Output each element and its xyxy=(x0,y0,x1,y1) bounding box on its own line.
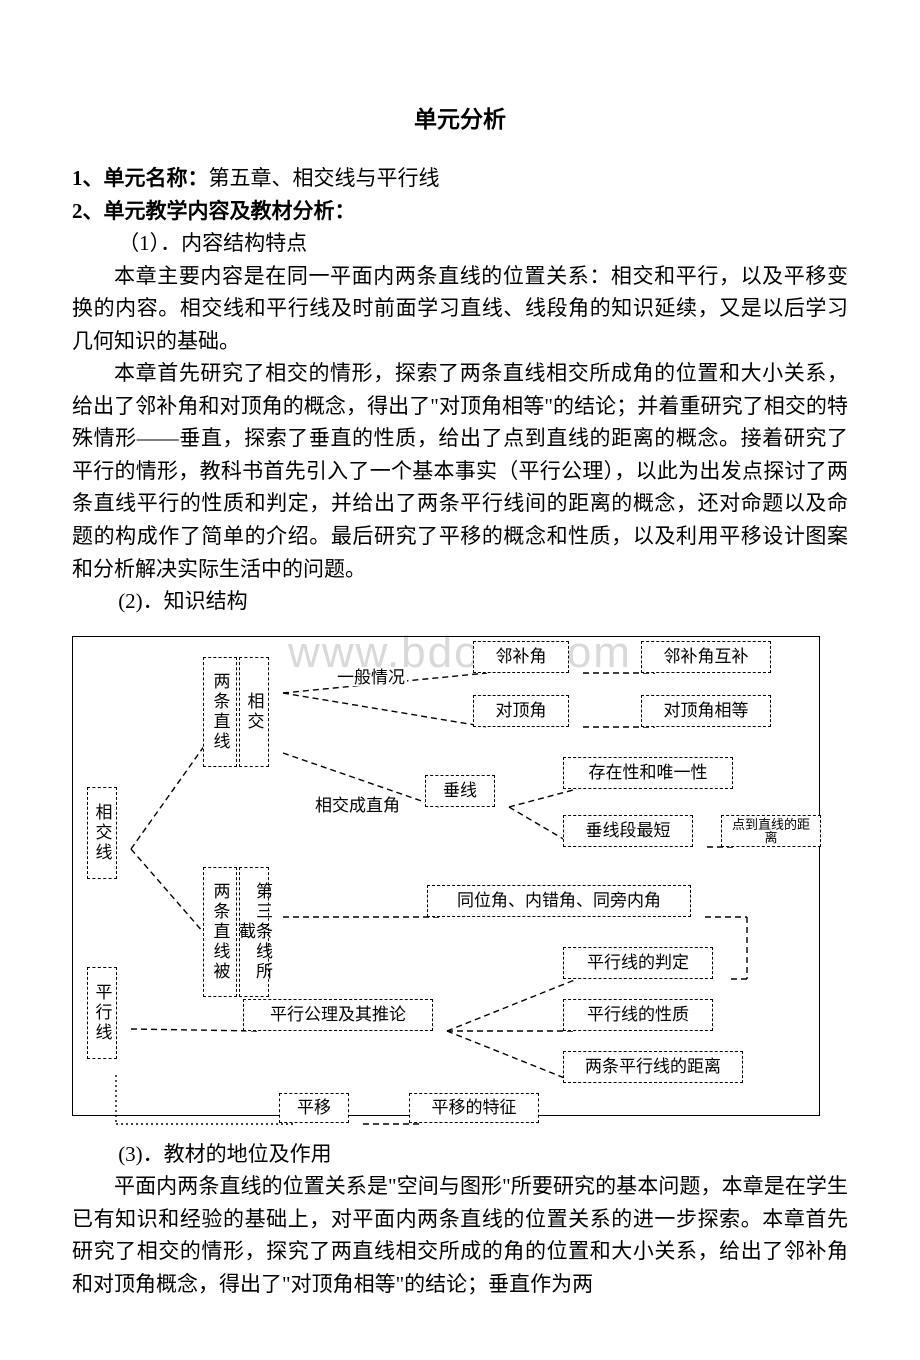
diagram-node-xingzhi: 平行线的性质 xyxy=(563,999,713,1031)
diagram-node-linbujiao: 邻补角 xyxy=(473,641,569,673)
heading-1-label: 1、单元名称： xyxy=(72,166,209,190)
section-3-title: (3)．教材的地位及作用 xyxy=(72,1138,848,1171)
diagram-wrapper: www.bdocx.com 相交线平行线两条直线相交两条直线被第三条线所截邻补角… xyxy=(72,636,848,1116)
diagram-node-chuixian: 垂线 xyxy=(425,775,495,807)
diagram-node-tongwei: 同位角、内错角、同旁内角 xyxy=(427,885,691,917)
diagram-node-liangtiao1: 两条直线 xyxy=(203,657,237,767)
section-3-para-1: 平面内两条直线的位置关系是"空间与图形"所要研究的基本问题，本章是在学生已有知识… xyxy=(72,1170,848,1300)
section-2-title: (2)．知识结构 xyxy=(72,585,848,618)
diagram-node-gongli: 平行公理及其推论 xyxy=(243,999,433,1031)
section-1-para-2: 本章首先研究了相交的情形，探索了两条直线相交所成角的位置和大小关系，给出了邻补角… xyxy=(72,357,848,585)
diagram-node-xiangjiao: 相交 xyxy=(239,657,269,767)
diagram-node-chuiduan: 垂线段最短 xyxy=(563,815,693,847)
diagram-node-pingxing: 平行线 xyxy=(87,967,117,1059)
knowledge-structure-diagram: 相交线平行线 两条直线相交两条直线被第三条线所截 邻补角对顶角 邻补角互补对顶角相等垂… xyxy=(72,636,820,1116)
diagram-node-pingyi: 平移 xyxy=(279,1093,349,1123)
diagram-node-diandao: 点到直线的距离 xyxy=(721,815,821,847)
diagram-label-0: 一般情况 xyxy=(335,669,407,686)
diagram-node-juli: 两条平行线的距离 xyxy=(563,1051,743,1083)
diagram-node-duidingxiang: 对顶角相等 xyxy=(641,695,771,727)
diagram-node-disantiao: 第三条线所截 xyxy=(239,867,269,997)
diagram-node-jiaoxian: 相交线 xyxy=(87,787,117,879)
diagram-node-liangtiao2: 两条直线被 xyxy=(203,867,237,997)
document-page: 单元分析 1、单元名称：第五章、相交线与平行线 2、单元教学内容及教材分析： （… xyxy=(0,0,920,1360)
diagram-node-panding: 平行线的判定 xyxy=(563,947,713,979)
diagram-node-tezheng: 平移的特征 xyxy=(409,1093,539,1123)
heading-1-value: 第五章、相交线与平行线 xyxy=(209,166,440,190)
diagram-node-linbuhubu: 邻补角互补 xyxy=(641,641,771,673)
page-title: 单元分析 xyxy=(72,100,848,134)
diagram-label-1: 相交成直角 xyxy=(313,797,402,814)
diagram-node-duidingjiao: 对顶角 xyxy=(473,695,569,727)
diagram-node-cunzai: 存在性和唯一性 xyxy=(563,757,733,789)
heading-1: 1、单元名称：第五章、相交线与平行线 xyxy=(72,162,848,195)
section-1-title: （1）．内容结构特点 xyxy=(72,227,848,260)
section-1-para-1: 本章主要内容是在同一平面内两条直线的位置关系：相交和平行，以及平移变换的内容。相… xyxy=(72,260,848,358)
heading-2: 2、单元教学内容及教材分析： xyxy=(72,195,848,228)
